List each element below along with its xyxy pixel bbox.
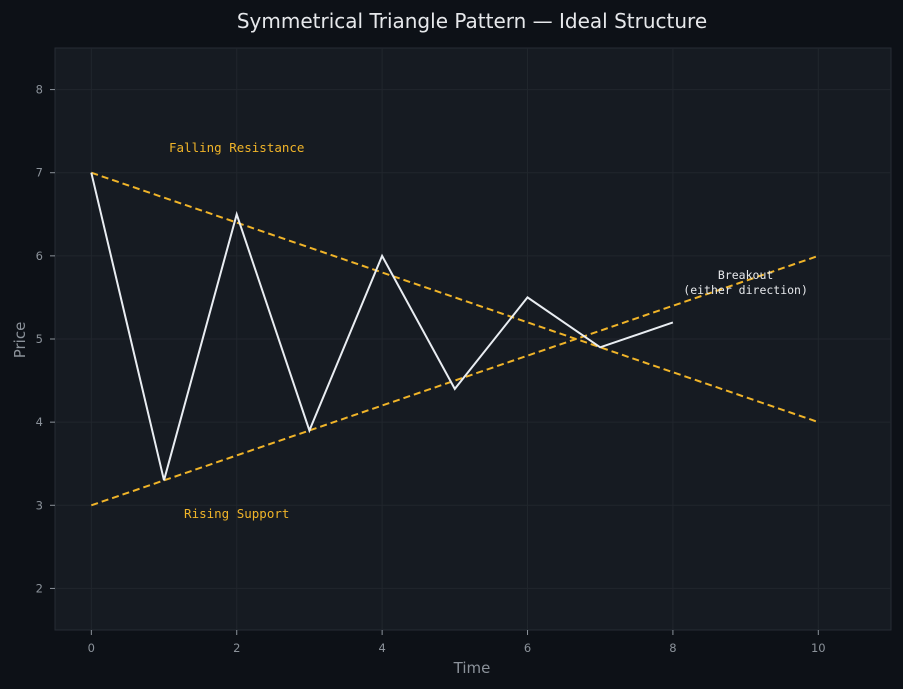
- x-tick-label: 0: [88, 641, 95, 655]
- x-tick-label: 8: [669, 641, 676, 655]
- grid-lines: [55, 48, 891, 630]
- chart-title: Symmetrical Triangle Pattern — Ideal Str…: [237, 9, 707, 33]
- x-tick-label: 2: [233, 641, 240, 655]
- y-tick-label: 8: [36, 83, 43, 97]
- y-tick-label: 3: [36, 498, 43, 512]
- y-axis-label: Price: [11, 322, 29, 359]
- trendline-series: [90, 254, 819, 507]
- x-tick-label: 4: [378, 641, 385, 655]
- x-axis-label: Time: [453, 659, 491, 677]
- chart-annotations: Falling Resistance Rising Support Breakout…: [169, 140, 808, 521]
- trendline-series: [90, 171, 819, 424]
- annotation-label: Rising Support: [184, 506, 289, 521]
- axis-ticks: 0 2 4 6 8 10 2 3 4 5 6 7 8: [36, 83, 826, 655]
- y-tick-label: 4: [36, 415, 43, 429]
- chart-lines: [90, 171, 819, 507]
- y-tick-label: 7: [36, 166, 43, 180]
- x-tick-label: 10: [811, 641, 826, 655]
- annotation-label: (either direction): [683, 283, 808, 297]
- y-tick-label: 2: [36, 581, 43, 595]
- x-tick-label: 6: [524, 641, 531, 655]
- price-series: [90, 172, 674, 481]
- y-tick-label: 6: [36, 249, 43, 263]
- y-tick-label: 5: [36, 332, 43, 346]
- annotation-label: Falling Resistance: [169, 140, 304, 155]
- annotation-label: Breakout: [718, 268, 773, 282]
